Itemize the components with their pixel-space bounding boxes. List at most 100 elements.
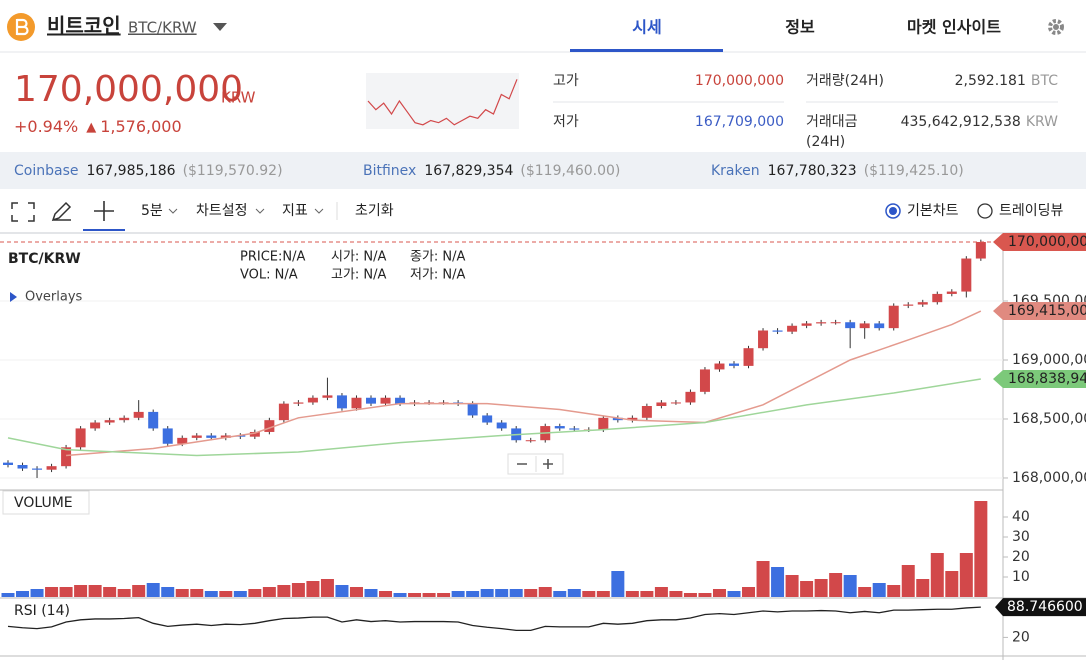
volume-bar: [800, 581, 814, 597]
exchange-name[interactable]: Coinbase: [14, 163, 78, 179]
volume-bar: [538, 587, 552, 597]
candle-body: [975, 242, 986, 259]
pair[interactable]: BTC/KRW: [128, 19, 197, 37]
stat-label: 거래량(24H): [806, 73, 884, 89]
exchange-name[interactable]: Bitfinex: [363, 163, 416, 179]
candle-body: [90, 422, 101, 429]
tradingview[interactable]: 트레이딩뷰: [999, 203, 1064, 219]
candle-body: [148, 411, 159, 429]
candle-body: [177, 437, 188, 444]
crosshair-icon[interactable]: [94, 201, 114, 221]
volume-bar: [16, 591, 30, 597]
radio[interactable]: [977, 203, 993, 219]
candle-body: [380, 397, 391, 404]
legend-close: 종가: N/A: [410, 250, 466, 265]
volume-bar: [349, 587, 363, 597]
chevron: [168, 208, 178, 214]
volume-bar: [698, 593, 712, 597]
volume-bar: [596, 591, 610, 597]
candle-body: [917, 302, 928, 305]
chart-settings[interactable]: 차트설정: [196, 203, 248, 219]
settings-icon-center: [1053, 24, 1059, 30]
volume-bar: [248, 589, 262, 597]
price-tag: [993, 369, 1086, 388]
volume-tick-label: 30: [1012, 529, 1030, 545]
reset[interactable]: 초기화: [355, 203, 394, 219]
overlays[interactable]: Overlays: [25, 290, 83, 305]
candle-body: [32, 468, 43, 470]
candle-body: [249, 431, 260, 437]
volume-bar: [683, 593, 697, 597]
volume-bar: [654, 587, 668, 597]
volume-bar: [742, 587, 756, 597]
fullscreen-icon[interactable]: [11, 202, 35, 222]
zoom-buttons[interactable]: [517, 459, 553, 469]
volume-bar: [887, 585, 901, 597]
volume-bar: [190, 589, 204, 597]
volume-bar: [88, 585, 102, 597]
legend-price: PRICE:N/A: [240, 250, 305, 265]
volume-bar: [204, 591, 218, 597]
basic-chart[interactable]: 기본차트: [907, 203, 959, 219]
sparkline-line: [367, 79, 518, 126]
candle-body: [3, 462, 13, 465]
volume-bar: [233, 591, 247, 597]
candle-body: [874, 323, 885, 329]
volume-tick-label: 20: [1012, 549, 1030, 565]
tab[interactable]: 정보: [785, 18, 815, 37]
stat-value: 167,709,000: [695, 114, 784, 130]
volume-bar: [175, 589, 189, 597]
change: +0.94% ▲ 1,576,000: [14, 117, 182, 136]
indicators[interactable]: 지표: [282, 203, 308, 219]
price-tag-label: 170,000,000: [1008, 234, 1086, 250]
volume-bar: [771, 567, 785, 597]
candle-body: [670, 402, 681, 404]
candle-body: [627, 417, 638, 421]
volume-bar: [945, 571, 959, 597]
candle-body: [191, 435, 202, 438]
volume-bar: [640, 591, 654, 597]
candle-body: [961, 258, 972, 292]
exchange-usd: ($119,425.10): [864, 163, 964, 179]
candle-body: [787, 325, 798, 332]
volume-bar: [567, 589, 581, 597]
volume-bar: [320, 579, 334, 597]
candle-body: [46, 466, 57, 470]
interval[interactable]: 5분: [141, 203, 163, 219]
stat-label: 고가: [553, 73, 579, 89]
change-rate: +0.94%: [14, 117, 78, 136]
exchange-usd: ($119,460.00): [520, 163, 620, 179]
stat-label: 거래대금: [806, 114, 858, 130]
volume-bar: [553, 591, 567, 597]
tab[interactable]: 시세: [632, 18, 661, 37]
expand-icon[interactable]: [10, 292, 17, 302]
exchange-usd: ($119,570.92): [183, 163, 283, 179]
exchange: Kraken 167,780,323 ($119,425.10): [711, 163, 964, 179]
volume-bar: [422, 593, 436, 597]
candle-body: [946, 291, 957, 294]
stat-label: 저가: [553, 114, 579, 130]
dropdown-arrow[interactable]: [213, 23, 227, 31]
coin-name[interactable]: 비트코인: [47, 14, 121, 38]
radio-checked[interactable]: [885, 203, 901, 219]
candle-body: [206, 435, 217, 438]
settings-icon[interactable]: [1048, 19, 1064, 35]
candle-body: [496, 422, 507, 429]
candle-body: [641, 406, 652, 418]
candle-body: [598, 417, 609, 430]
candle-body: [685, 391, 696, 403]
candle-body: [714, 363, 725, 370]
rsi-line: [7, 606, 981, 632]
volume-bar: [335, 585, 349, 597]
y-tick-label: 168,000,000: [1012, 470, 1086, 486]
exchange-name[interactable]: Kraken: [711, 163, 760, 179]
rsi-tag-label: 88.746600: [1007, 599, 1083, 615]
volume-bar: [219, 591, 233, 597]
candle-body: [133, 411, 144, 418]
volume-bar: [582, 591, 596, 597]
volume-bar: [132, 585, 146, 597]
volume-bar: [611, 571, 625, 597]
candle-body: [729, 363, 739, 366]
tab[interactable]: 마켓 인사이트: [907, 18, 1001, 37]
draw-icon[interactable]: [51, 201, 72, 222]
